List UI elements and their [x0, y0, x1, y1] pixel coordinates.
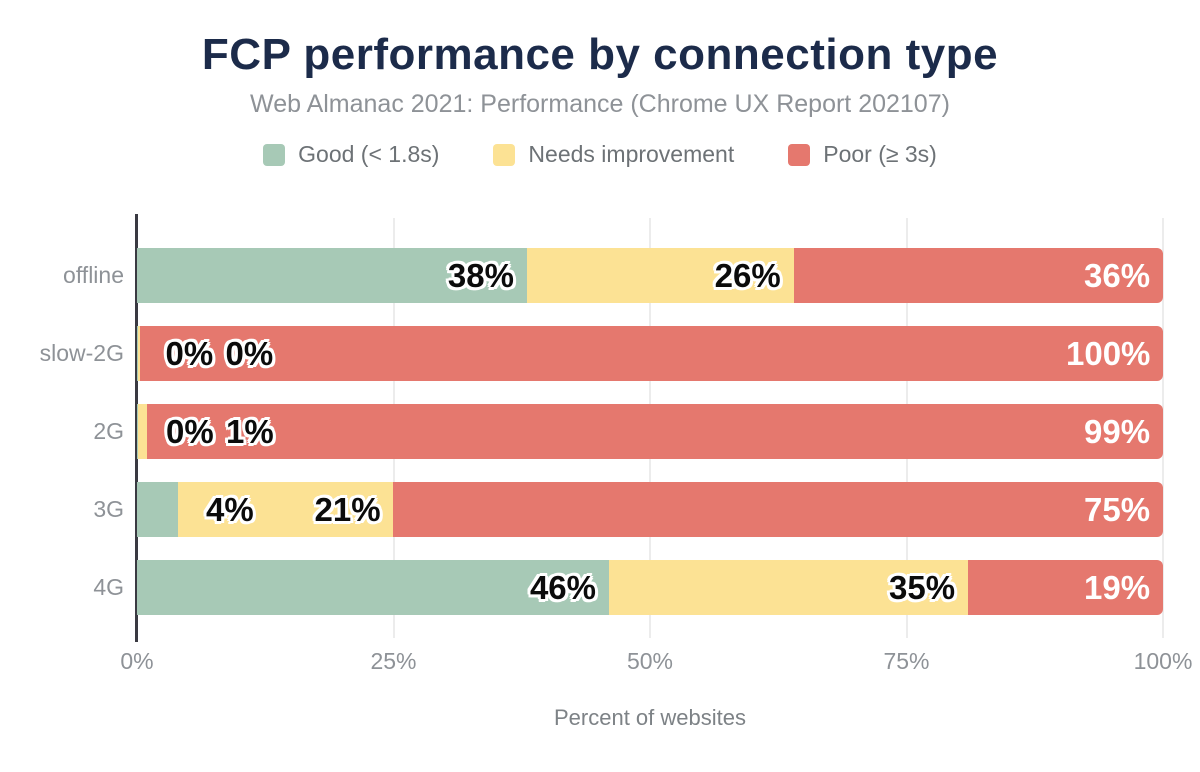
bar-segment-poor[interactable]: [147, 403, 1163, 459]
y-category-label: offline: [63, 262, 124, 289]
bar-value-label-good: 4%: [206, 490, 254, 528]
page-title: FCP performance by connection type: [201, 30, 999, 79]
bar-value-label-needs-improvement: 0%: [225, 335, 274, 373]
legend-item: Needs improvement: [493, 141, 734, 168]
bar-value-label-good: 0%: [165, 335, 214, 373]
x-tick-label: 100%: [1133, 648, 1193, 674]
bar-value-label-poor: 100%: [1066, 335, 1151, 373]
bar-segment-poor[interactable]: [793, 248, 1163, 304]
y-category-label: slow-2G: [39, 340, 124, 367]
bar-segment-good[interactable]: [137, 481, 179, 537]
legend-swatch: [788, 143, 811, 166]
legend: Good (< 1.8s) Needs improvement Poor (≥ 3s…: [0, 141, 1200, 168]
bar-value-label-poor: 19%: [1084, 568, 1151, 606]
x-axis-title: Percent of websites: [554, 705, 746, 730]
bar-rows: offline 38% 26% 36% slow-2G 0% 0% 100% 2G 0% 1% 99%…: [40, 237, 1163, 626]
y-category-label: 4G: [93, 573, 124, 600]
chart-subtitle: Web Almanac 2021: Performance (Chrome UX…: [250, 90, 950, 118]
stacked-bar: [137, 403, 1163, 459]
bar-value-label-needs-improvement: 35%: [889, 568, 956, 606]
bar-segment-poor[interactable]: [393, 481, 1163, 537]
legend-swatch: [493, 143, 516, 166]
bar-value-label-poor: 99%: [1084, 412, 1151, 450]
y-category-label: 2G: [93, 417, 124, 444]
bar-segment-needs-improvement[interactable]: [138, 403, 148, 459]
legend-label: Good (< 1.8s): [298, 141, 440, 167]
bar-segment-poor[interactable]: [968, 559, 1163, 615]
stacked-bar: [137, 248, 1163, 304]
bar-segment-needs-improvement[interactable]: [608, 559, 969, 615]
gridline: [1162, 218, 1164, 638]
bar-row-4G: 4G 46% 35% 19%: [93, 548, 1163, 626]
bar-value-label-good: 46%: [529, 568, 597, 606]
plot-area: offline 38% 26% 36% slow-2G 0% 0% 100% 2G 0% 1% 99%…: [40, 214, 1192, 730]
bar-row-slow-2G: slow-2G 0% 0% 100%: [40, 315, 1163, 393]
bar-value-label-good: 38%: [447, 257, 514, 295]
bar-value-label-poor: 36%: [1084, 257, 1151, 295]
bar-value-label-needs-improvement: 21%: [314, 490, 381, 528]
y-category-label: 3G: [93, 495, 124, 522]
x-tick-label: 25%: [370, 648, 417, 674]
bar-segment-needs-improvement[interactable]: [526, 248, 794, 304]
stacked-bar: [137, 326, 1163, 382]
bar-value-label-poor: 75%: [1084, 490, 1151, 528]
stacked-bar: [137, 481, 1163, 537]
y-axis-line: [135, 214, 138, 642]
legend-label: Needs improvement: [528, 141, 735, 167]
bar-value-label-good: 0%: [166, 412, 214, 450]
bar-segment-good[interactable]: [137, 248, 527, 304]
bar-segment-good[interactable]: [137, 403, 139, 459]
x-tick-label: 75%: [883, 648, 930, 674]
bar-segment-good[interactable]: [137, 326, 138, 382]
stacked-bar: [137, 559, 1163, 615]
bar-value-label-needs-improvement: 1%: [226, 412, 274, 450]
bar-segment-needs-improvement[interactable]: [137, 326, 140, 382]
legend-label: Poor (≥ 3s): [823, 141, 937, 167]
legend-swatch: [263, 143, 286, 166]
bar-segment-good[interactable]: [137, 559, 609, 615]
bar-row-3G: 3G 4% 21% 75%: [93, 470, 1163, 548]
x-tick-label: 50%: [626, 648, 674, 674]
bar-row-2G: 2G 0% 1% 99%: [93, 393, 1163, 471]
bar-segment-needs-improvement[interactable]: [178, 481, 394, 537]
legend-item: Good (< 1.8s): [263, 141, 439, 168]
legend-item: Poor (≥ 3s): [788, 141, 937, 168]
bar-row-offline: offline 38% 26% 36%: [63, 237, 1163, 315]
x-tick-label: 0%: [120, 648, 154, 674]
bar-value-label-needs-improvement: 26%: [714, 257, 781, 295]
bar-segment-poor[interactable]: [139, 326, 1163, 382]
